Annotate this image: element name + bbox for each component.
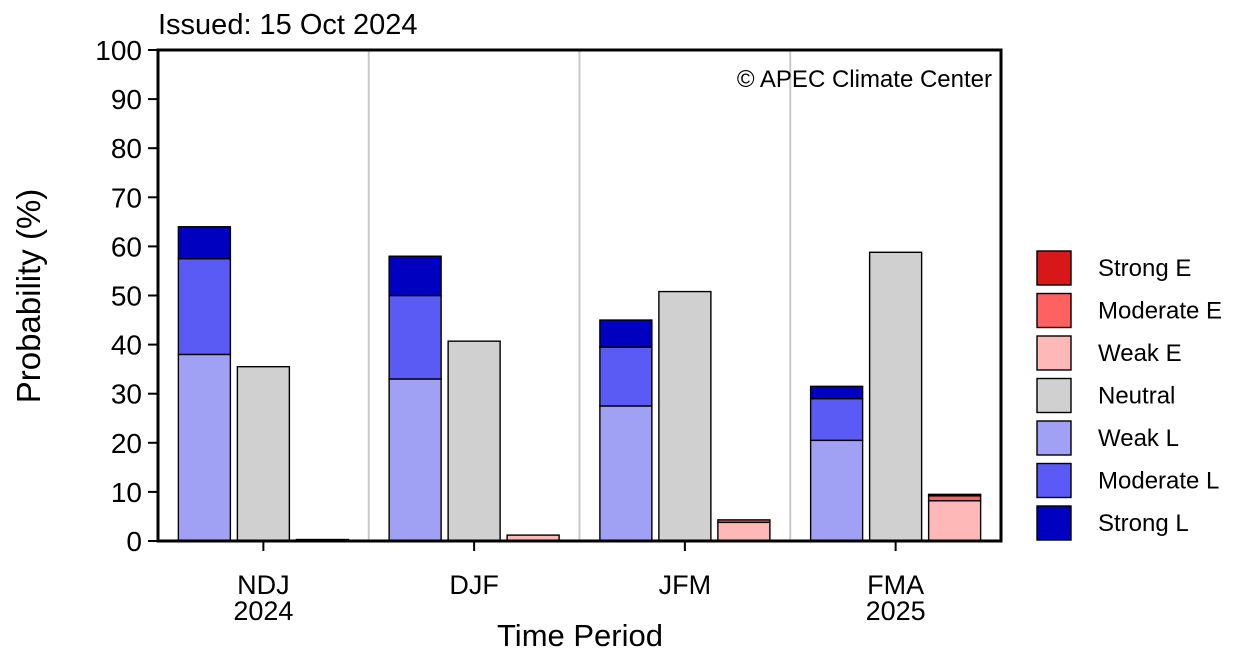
- x-tick-sublabel: 2025: [866, 596, 926, 626]
- y-tick-label: 50: [111, 281, 142, 312]
- y-tick-label: 20: [111, 428, 142, 459]
- bar-weak-l: [388, 378, 442, 542]
- legend-swatch-weak-e: [1036, 335, 1072, 371]
- x-tick-label: DJF: [449, 570, 499, 600]
- bar-moderate-l: [388, 294, 442, 380]
- bar-weak-e: [717, 521, 771, 542]
- legend-label-moderate-e: Moderate E: [1098, 298, 1222, 325]
- legend-swatch-strong-l: [1036, 505, 1072, 541]
- legend-label-strong-l: Strong L: [1098, 510, 1189, 537]
- period-separators: [367, 50, 792, 541]
- legend: Strong E Moderate E Weak E Neutral Weak L Mod…: [1036, 250, 1222, 541]
- y-tick-label: 70: [111, 182, 142, 213]
- bar-weak-l: [177, 353, 232, 542]
- bar-strong-l: [809, 385, 864, 400]
- bar-moderate-l: [599, 346, 653, 407]
- bar-strong-l: [599, 319, 653, 348]
- legend-swatch-strong-e: [1036, 250, 1072, 286]
- y-axis-label: Probability (%): [10, 189, 47, 404]
- legend-swatch-weak-l: [1036, 420, 1072, 456]
- bar-moderate-l: [809, 397, 864, 442]
- y-tick-label: 10: [111, 477, 142, 508]
- y-tick-label: 90: [111, 84, 142, 115]
- bar-strong-l: [177, 226, 232, 260]
- bar-moderate-l: [177, 257, 232, 356]
- bar-moderate-e: [927, 495, 982, 502]
- bars: [177, 226, 982, 542]
- legend-swatch-moderate-e: [1036, 292, 1072, 329]
- bar-neutral: [658, 290, 712, 542]
- legend-label-neutral: Neutral: [1098, 383, 1175, 410]
- y-tick-label: 60: [111, 231, 142, 262]
- legend-label-strong-e: Strong E: [1098, 255, 1191, 282]
- y-tick-label: 0: [126, 526, 142, 557]
- x-tick-label: FMA: [867, 570, 924, 600]
- copyright-annotation: © APEC Climate Center: [737, 66, 992, 93]
- y-tick-label: 40: [111, 330, 142, 361]
- x-axis-label: Time Period: [497, 618, 663, 652]
- y-axis: 0 10 20 30 40 50 60 70 80 90 100: [95, 35, 158, 557]
- bar-weak-l: [599, 405, 653, 542]
- bar-neutral: [447, 340, 501, 542]
- bar-neutral: [868, 251, 923, 542]
- chart-title: Issued: 15 Oct 2024: [158, 9, 418, 41]
- x-tick-label: NDJ: [237, 570, 290, 600]
- bar-weak-e: [927, 500, 982, 542]
- bar-strong-e: [927, 493, 982, 497]
- bar-moderate-e: [717, 519, 771, 524]
- x-tick-label: JFM: [659, 570, 711, 600]
- legend-label-moderate-l: Moderate L: [1098, 468, 1219, 495]
- bar-weak-l: [809, 439, 864, 542]
- y-tick-label: 30: [111, 379, 142, 410]
- legend-label-weak-l: Weak L: [1098, 425, 1179, 452]
- y-tick-label: 80: [111, 133, 142, 164]
- x-tick-sublabel: 2024: [233, 596, 293, 626]
- legend-swatch-moderate-l: [1036, 462, 1072, 499]
- bar-neutral: [236, 365, 291, 542]
- legend-swatch-neutral: [1036, 377, 1072, 414]
- y-tick-label: 100: [95, 35, 142, 66]
- legend-label-weak-e: Weak E: [1098, 340, 1182, 367]
- bar-strong-l: [388, 255, 442, 297]
